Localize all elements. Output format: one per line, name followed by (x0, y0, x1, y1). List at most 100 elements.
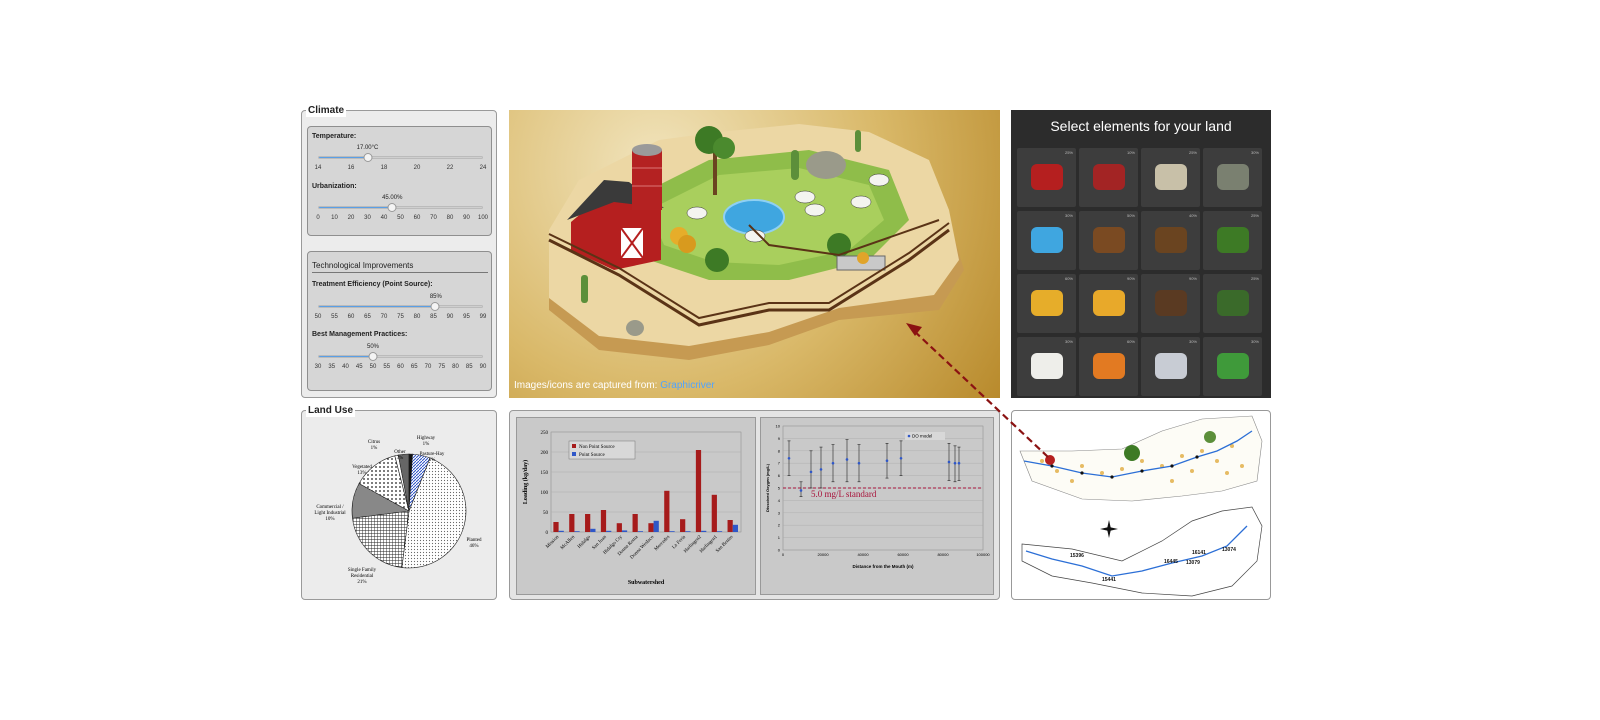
standard-label: 5.0 mg/L standard (811, 489, 877, 499)
tick-label: 20 (347, 215, 355, 221)
station-label: 15441 (1102, 577, 1116, 583)
data-point (947, 460, 951, 464)
element-tile[interactable]: 30% (1017, 337, 1076, 396)
chart-legend: Non Point Source Point Source (568, 440, 636, 460)
compass-icon (1100, 520, 1118, 538)
slider-track[interactable] (318, 302, 483, 311)
element-tile[interactable]: 50% (1079, 211, 1138, 270)
slider-fill (319, 306, 436, 307)
trailer-icon (1217, 353, 1249, 379)
tile-percent: 30% (1250, 339, 1259, 344)
cow-icon (1031, 353, 1063, 379)
x-axis-label: Distance from the Mouth (m) (852, 564, 914, 569)
tile-percent: 90% (1188, 276, 1197, 281)
slider-ticks: 50 55 60 65 70 75 80 85 90 95 99 (315, 314, 487, 322)
bar (695, 450, 702, 532)
tick-label: 95 (463, 314, 470, 320)
pie-slice (408, 453, 431, 512)
tick-label: 45 (355, 364, 363, 370)
tick-label: 70 (424, 364, 432, 370)
y-tick-label: 7 (778, 461, 781, 466)
bar (680, 519, 686, 532)
loading-bar-chart: 0 50 100 150 200 250 Mission McAllen Hidalgo San … (516, 417, 756, 595)
bmp-slider[interactable]: 50% 30 35 40 45 50 55 60 65 70 75 80 85 90 (315, 344, 487, 374)
image-credit: Images/icons are captured from: Graphicr… (514, 380, 715, 391)
x-tick-label: 0 (782, 552, 785, 557)
bar (606, 530, 612, 532)
element-tile[interactable]: 30% (1203, 337, 1262, 396)
tick-label: 20 (413, 165, 421, 171)
climate-panel: Climate Temperature: 17.00°C 14 16 18 20 22 24… (301, 105, 497, 398)
bar (637, 531, 643, 532)
data-point (845, 458, 849, 461)
bar (569, 514, 575, 532)
element-tile[interactable]: 30% (1017, 211, 1076, 270)
pie-label: Other 3% (394, 450, 406, 461)
tick-label: 22 (446, 165, 454, 171)
shop-icon (1155, 353, 1187, 379)
element-tile[interactable]: 60% (1079, 337, 1138, 396)
tick-label: 90 (463, 215, 470, 221)
element-tile[interactable]: 30% (1203, 148, 1262, 207)
tick-label: 100 (477, 215, 489, 221)
element-tile[interactable]: 25% (1203, 274, 1262, 333)
urbanization-slider[interactable]: 45.00% 0 10 20 30 40 50 60 70 80 90 100 (316, 195, 488, 225)
slider-value: 85% (429, 294, 442, 300)
watershed-map[interactable]: 15396 15441 16141 13074 13079 16445 (1012, 411, 1270, 599)
farm-illustration (548, 124, 964, 360)
station-label: 13079 (1186, 560, 1200, 566)
tick-label: 90 (479, 364, 487, 370)
element-tile[interactable]: 90% (1079, 274, 1138, 333)
element-tile[interactable]: 10% (1079, 148, 1138, 207)
x-axis-label: Subwatershed (628, 580, 665, 586)
slider-handle[interactable] (363, 153, 373, 162)
tile-percent: 10% (1126, 150, 1135, 155)
element-tile[interactable]: 40% (1141, 211, 1200, 270)
tile-percent: 60% (1064, 276, 1073, 281)
x-tick-label: 40000 (857, 552, 869, 557)
tree-icon (695, 126, 735, 195)
landuse-pie-chart: Planted 46% Single Family Residential 21% Com… (314, 436, 482, 585)
element-tile[interactable]: 90% (1141, 274, 1200, 333)
temperature-slider[interactable]: 17.00°C 14 16 18 20 22 24 (314, 145, 487, 175)
bar (616, 523, 622, 532)
element-tile[interactable]: 30% (1141, 337, 1200, 396)
farm-scene[interactable]: Images/icons are captured from: Graphicr… (509, 110, 1000, 398)
tile-percent: 25% (1250, 213, 1259, 218)
element-tile[interactable]: 60% (1017, 274, 1076, 333)
element-tile[interactable]: 25% (1141, 148, 1200, 207)
bar (558, 530, 564, 532)
tick-label: 85 (465, 364, 473, 370)
temperature-label: Temperature: (312, 133, 357, 140)
station-label: 16445 (1164, 559, 1178, 565)
x-tick-label: 60000 (897, 552, 909, 557)
slider-ticks: 30 35 40 45 50 55 60 65 70 75 80 85 90 (315, 364, 487, 372)
slider-track[interactable] (318, 153, 483, 162)
hay-field-icon (1093, 290, 1125, 316)
tick-label: 75 (397, 314, 404, 320)
data-point (819, 468, 823, 471)
bar (669, 531, 675, 532)
tile-percent: 25% (1064, 150, 1073, 155)
tick-label: 50 (369, 364, 377, 370)
element-tile[interactable]: 25% (1017, 148, 1076, 207)
slider-track[interactable] (318, 203, 483, 212)
watershed-map-panel: 15396 15441 16141 13074 13079 16445 (1011, 410, 1271, 600)
slider-handle[interactable] (430, 302, 440, 311)
tick-label: 14 (314, 165, 322, 171)
data-point (799, 489, 803, 492)
y-tick-label: 250 (541, 431, 549, 436)
tick-label: 18 (380, 165, 388, 171)
treatment-efficiency-slider[interactable]: 85% 50 55 60 65 70 75 80 85 90 95 99 (315, 294, 487, 324)
y-tick-label: 0 (546, 531, 549, 536)
graphicriver-link[interactable]: Graphicriver (660, 380, 715, 391)
slider-track[interactable] (318, 352, 483, 361)
rock-icon (1217, 164, 1249, 190)
slider-fill (319, 157, 368, 158)
slider-handle[interactable] (368, 352, 378, 361)
x-tick-label: Mission (545, 535, 560, 550)
slider-handle[interactable] (387, 203, 397, 212)
tech-title: Technological Improvements (312, 261, 414, 270)
tick-label: 0 (316, 215, 320, 221)
element-tile[interactable]: 25% (1203, 211, 1262, 270)
